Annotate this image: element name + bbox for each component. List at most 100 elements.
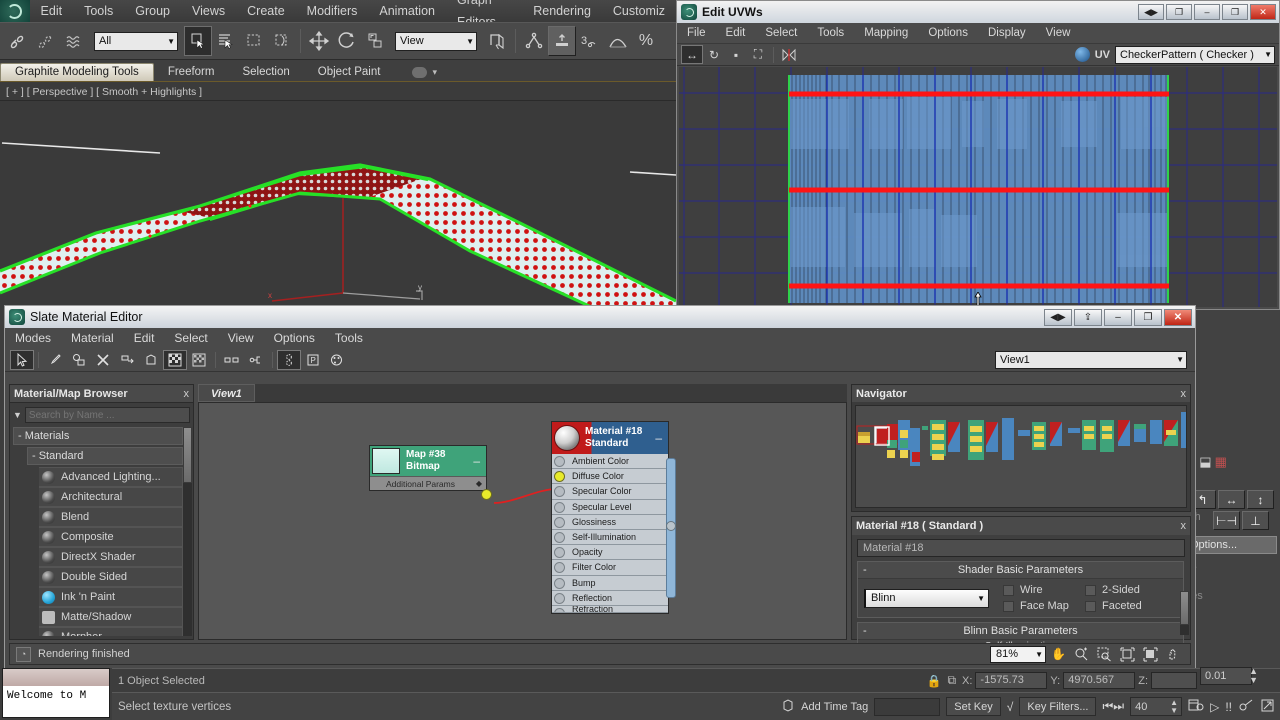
slot-specular-level[interactable]: Specular Level — [552, 499, 668, 515]
select-link-icon[interactable] — [4, 26, 32, 56]
menu-item-create[interactable]: Create — [247, 4, 285, 18]
menu-item-animation[interactable]: Animation — [379, 4, 435, 18]
slate-menu-material[interactable]: Material — [71, 331, 114, 345]
rollout-collapse-icon[interactable]: - — [863, 564, 867, 576]
slate-menu-options[interactable]: Options — [273, 331, 315, 345]
edit-uvws-titlebar[interactable]: Edit UVWs ◀▶ ❐ – ❐ ✕ — [677, 1, 1279, 23]
uvw-restore-left-right-button[interactable]: ◀▶ — [1138, 4, 1164, 20]
zoom-extents-icon[interactable] — [1117, 645, 1138, 664]
select-and-move-icon[interactable] — [305, 26, 333, 56]
slate-titlebar[interactable]: Slate Material Editor ◀▶ ⇪ – ❐ ✕ — [5, 306, 1195, 328]
put-material-to-scene-icon[interactable] — [139, 350, 163, 370]
edit-uvws-window[interactable]: Edit UVWs ◀▶ ❐ – ❐ ✕ File Edit Select To… — [676, 0, 1280, 310]
menu-item-edit[interactable]: Edit — [40, 4, 63, 18]
list-item[interactable]: Ink 'n Paint — [39, 587, 183, 607]
zoom-extents-selected-icon[interactable] — [1140, 645, 1161, 664]
select-and-scale-icon[interactable] — [361, 26, 389, 56]
slot-bump[interactable]: Bump — [552, 575, 668, 591]
slate-restore-left-right-button[interactable]: ◀▶ — [1044, 308, 1072, 326]
shader-type-dropdown[interactable]: Blinn ▼ — [864, 588, 989, 608]
slot-opacity[interactable]: Opacity — [552, 545, 668, 561]
slot-socket[interactable] — [554, 562, 565, 574]
tree-group-standard[interactable]: - Standard — [27, 447, 183, 465]
list-item[interactable]: Double Sided — [39, 567, 183, 587]
slot-self-illumination[interactable]: Self-Illumination — [552, 529, 668, 546]
browser-close-icon[interactable]: x — [183, 387, 190, 400]
slot-socket[interactable] — [554, 577, 565, 589]
perspective-viewport[interactable]: x y — [0, 100, 676, 310]
zoom-extents-icon[interactable]: ⬓ — [1199, 454, 1212, 469]
material-parameters-panel[interactable]: Material #18 ( Standard ) x Material #18… — [851, 516, 1191, 652]
node-material-18[interactable]: Material #18 Standard – Ambient Color Di… — [551, 421, 676, 614]
slate-menu-select[interactable]: Select — [174, 331, 208, 345]
key-filters-button[interactable]: Key Filters... — [1019, 697, 1097, 716]
material-node-minimize-icon[interactable]: – — [655, 431, 662, 445]
curve-editor-icon[interactable] — [604, 26, 632, 56]
params-close-icon[interactable]: x — [1180, 520, 1187, 532]
map-node-header[interactable]: Map #38 Bitmap – — [370, 446, 486, 476]
slot-socket[interactable] — [554, 486, 565, 498]
uvw-menu-select[interactable]: Select — [765, 27, 798, 39]
slot-specular-color[interactable]: Specular Color — [552, 484, 668, 500]
uvw-menu-tools[interactable]: Tools — [817, 27, 845, 39]
menu-item-customize[interactable]: Customiz — [612, 4, 665, 18]
ribbon-tab-selection[interactable]: Selection — [242, 66, 290, 78]
rotate-selected-icon[interactable]: ↻ — [708, 47, 720, 62]
browser-tree[interactable]: - Materials - Standard Advanced Lighting… — [13, 427, 183, 636]
tab-view1[interactable]: View1 — [198, 384, 255, 402]
current-frame-field[interactable]: 40 ▲ ▼ — [1130, 697, 1183, 716]
reference-coordinate-combo[interactable]: View ▼ — [395, 31, 477, 51]
menu-item-views[interactable]: Views — [192, 4, 226, 18]
rectangular-selection-region-icon[interactable] — [240, 26, 268, 56]
list-item[interactable]: Blend — [39, 507, 183, 527]
slot-diffuse-color[interactable]: Diffuse Color — [552, 469, 668, 485]
pan-all-views-icon[interactable] — [1163, 645, 1184, 664]
mirror-icon[interactable] — [520, 26, 548, 56]
horizontal-flip-icon[interactable]: ↔ — [1218, 490, 1245, 509]
percent-snap-icon[interactable]: % — [638, 32, 654, 49]
uvw-menu-mapping[interactable]: Mapping — [864, 27, 909, 39]
add-time-tag-icon[interactable] — [781, 698, 795, 716]
maxscript-pink-row[interactable] — [3, 669, 109, 686]
scale-selected-icon[interactable]: ▪ — [733, 47, 739, 62]
rollout-collapse-icon[interactable]: - — [863, 625, 867, 637]
select-cursor-icon[interactable] — [10, 349, 34, 370]
delete-icon[interactable] — [91, 350, 115, 370]
params-scrollbar[interactable] — [1180, 591, 1189, 635]
move-selected-icon[interactable]: ↔ — [681, 45, 703, 64]
slot-ambient-color[interactable]: Ambient Color — [552, 454, 668, 470]
slot-refraction[interactable]: Refraction — [552, 605, 668, 613]
key-mode-icon[interactable]: !! — [1225, 699, 1232, 714]
menu-item-rendering[interactable]: Rendering — [533, 4, 591, 18]
uvw-close-button[interactable]: ✕ — [1250, 4, 1276, 20]
list-item[interactable]: Matte/Shadow — [39, 607, 183, 627]
navigator-minimap[interactable] — [855, 405, 1187, 508]
list-item[interactable]: Architectural — [39, 487, 183, 507]
slot-socket[interactable] — [554, 516, 565, 528]
uvw-menu-edit[interactable]: Edit — [725, 27, 746, 39]
params-scrollbar-thumb[interactable] — [1180, 591, 1189, 625]
key-mode-toggle-icon[interactable]: √ — [1006, 699, 1014, 714]
menu-item-modifiers[interactable]: Modifiers — [306, 4, 358, 18]
selection-filter-combo[interactable]: All ▼ — [94, 31, 178, 51]
maxscript-mini-listener[interactable]: Welcome to M — [2, 668, 110, 718]
material-node-output-bar[interactable] — [666, 458, 676, 598]
align-icon[interactable] — [548, 26, 576, 56]
view-select-combo[interactable]: View1 ▼ — [995, 350, 1187, 369]
map-node-minimize-icon[interactable]: – — [473, 454, 480, 468]
coord-y-field[interactable]: 4970.567 — [1063, 672, 1136, 689]
material-name-field[interactable]: Material #18 — [857, 539, 1185, 557]
navigator-panel[interactable]: Navigator x — [851, 384, 1191, 512]
align-h-icon[interactable]: ⊢⊣ — [1213, 511, 1240, 530]
mirror-horizontal-icon[interactable] — [778, 45, 800, 64]
rollout-header-shader[interactable]: - Shader Basic Parameters — [858, 562, 1183, 579]
play-animation-icon[interactable]: ▷ — [1210, 699, 1220, 714]
maxscript-white-row[interactable]: Welcome to M — [3, 686, 109, 717]
slot-socket[interactable] — [554, 607, 565, 612]
select-object-icon[interactable] — [184, 26, 212, 56]
auto-key-icon[interactable] — [1238, 698, 1254, 716]
show-background-icon[interactable] — [187, 350, 211, 370]
slot-socket-connected[interactable] — [554, 471, 565, 483]
vertical-flip-icon[interactable]: ↕ — [1247, 490, 1274, 509]
slot-filter-color[interactable]: Filter Color — [552, 560, 668, 576]
